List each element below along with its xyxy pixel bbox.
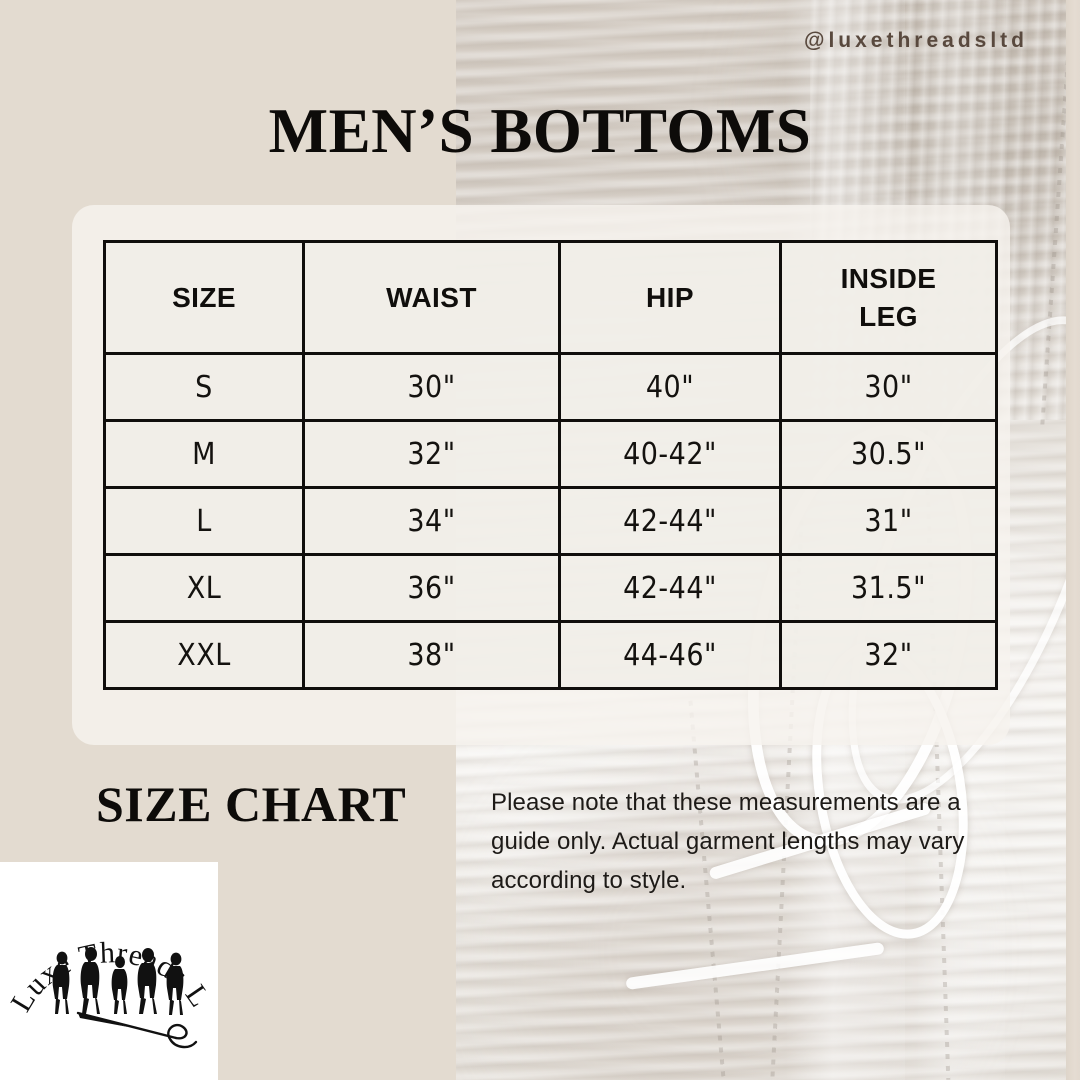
table-row: XXL 38" 44-46" 32": [103, 620, 998, 690]
needle-and-thread-icon: [76, 1011, 198, 1049]
cell-size: XL: [103, 553, 305, 623]
measurement-disclaimer-note: Please note that these measurements are …: [491, 789, 965, 894]
column-header-inside-leg: INSIDE LEG: [779, 240, 998, 355]
luxe-threads-ltd-logo: Luxe Threads Ltd: [0, 862, 217, 1049]
cell-size: S: [103, 352, 305, 422]
cell-size: M: [103, 419, 305, 489]
cell-hip: 40": [558, 352, 782, 422]
cell-inside-leg: 32": [779, 620, 998, 690]
table-row: L 34" 42-44" 31": [103, 486, 998, 556]
column-header-size: SIZE: [103, 240, 305, 355]
column-header-inside-leg-line2: LEG: [859, 300, 918, 332]
table-row: M 32" 40-42" 30.5": [103, 419, 998, 489]
photo-shade-bottom: [515, 760, 935, 1080]
svg-text:Luxe Threads Ltd: Luxe Threads Ltd: [0, 862, 217, 1017]
cell-waist: 34": [302, 486, 561, 556]
cell-inside-leg: 31": [779, 486, 998, 556]
cell-size: L: [103, 486, 305, 556]
cell-hip: 44-46": [558, 620, 782, 690]
table-row: XL 36" 42-44" 31.5": [103, 553, 998, 623]
needle-body: [78, 1013, 128, 1027]
table-row: S 30" 40" 30": [103, 352, 998, 422]
page-title: MEN’S BOTTOMS: [268, 96, 812, 166]
column-header-waist: WAIST: [302, 240, 561, 355]
table-header-row: SIZE WAIST HIP INSIDE LEG: [103, 240, 998, 355]
figure-silhouettes: [52, 947, 184, 1015]
cell-hip: 42-44": [558, 553, 782, 623]
size-chart-label: SIZE CHART: [96, 776, 407, 832]
brand-logo-tile: Luxe Threads Ltd: [0, 862, 218, 1080]
photo-right-edge-strip: [1066, 0, 1080, 1080]
cell-hip: 42-44": [558, 486, 782, 556]
column-header-hip: HIP: [558, 240, 782, 355]
cell-waist: 38": [302, 620, 561, 690]
cell-waist: 30": [302, 352, 561, 422]
cell-waist: 36": [302, 553, 561, 623]
cell-size: XXL: [103, 620, 305, 690]
cell-waist: 32": [302, 419, 561, 489]
cell-inside-leg: 30": [779, 352, 998, 422]
cell-inside-leg: 30.5": [779, 419, 998, 489]
size-chart-table: SIZE WAIST HIP INSIDE LEG S 30" 40" 30" …: [103, 240, 998, 690]
cell-inside-leg: 31.5": [779, 553, 998, 623]
column-header-inside-leg-line1: INSIDE: [840, 262, 937, 294]
instagram-handle: @luxethreadsltd: [803, 29, 1028, 52]
cell-hip: 40-42": [558, 419, 782, 489]
